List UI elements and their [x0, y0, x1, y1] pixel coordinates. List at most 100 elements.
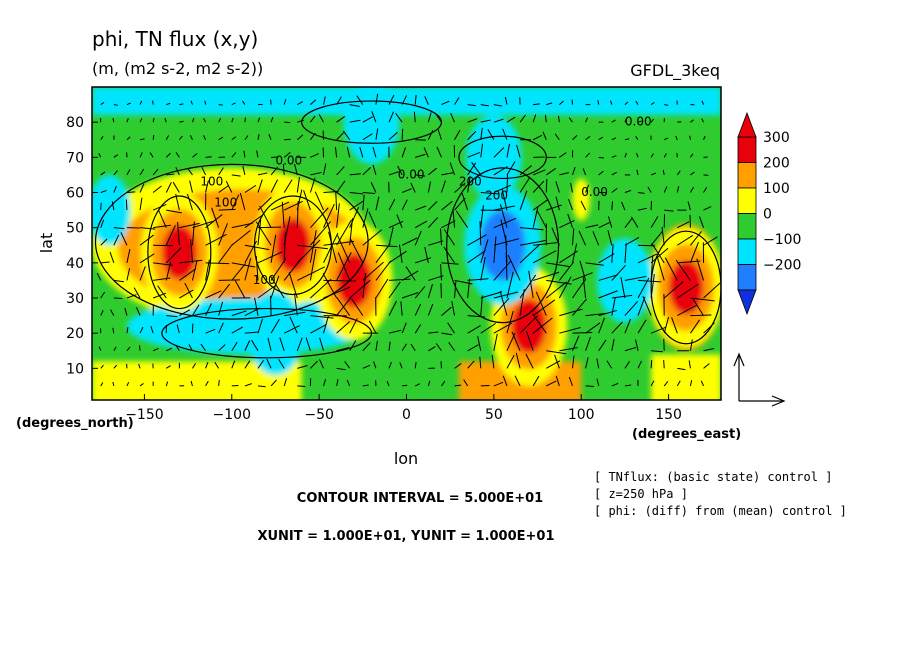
flux-vector [677, 234, 694, 246]
flux-vector [427, 303, 434, 316]
flux-vector [611, 119, 616, 123]
flux-vector [205, 380, 209, 387]
flux-vector [525, 353, 534, 369]
flux-vector [270, 166, 279, 176]
flux-vector [401, 147, 406, 158]
flux-vector [344, 361, 351, 369]
flux-vector [231, 262, 256, 268]
flux-vector [532, 250, 557, 264]
flux-vector [441, 100, 450, 106]
contour-label: 200 [459, 174, 482, 188]
flux-vector [126, 381, 130, 387]
flux-vector [480, 291, 503, 299]
flux-vector [611, 294, 633, 299]
flux-vector [388, 226, 394, 246]
flux-vector [370, 182, 377, 193]
flux-vector [179, 103, 184, 106]
flux-vector [124, 307, 128, 316]
flux-vector [624, 361, 630, 369]
flux-vector [493, 381, 504, 387]
flux-vector [650, 255, 654, 281]
flux-vector [555, 181, 560, 193]
flux-vector [559, 152, 567, 158]
flux-vector [218, 208, 236, 211]
flux-vector [244, 331, 259, 334]
flux-vector [546, 380, 557, 387]
flux-vector [166, 315, 178, 318]
flux-vector [165, 225, 176, 246]
flux-vector [585, 313, 606, 317]
flux-vector [356, 95, 364, 105]
flux-vector [480, 295, 483, 316]
flux-vector [400, 301, 403, 316]
flux-vector [336, 321, 351, 334]
flux-vector [542, 131, 547, 140]
flux-vector [596, 378, 600, 387]
flux-vector [428, 167, 438, 176]
flux-vector [690, 314, 712, 317]
flux-vector [296, 134, 304, 141]
flux-vector [204, 100, 207, 105]
flux-vector [675, 135, 678, 140]
flux-vector [100, 171, 106, 176]
flux-vector [624, 152, 627, 158]
flux-vector [502, 128, 508, 140]
flux-vector [677, 367, 686, 371]
flux-vector [703, 322, 715, 334]
flux-vector [415, 174, 426, 177]
flux-vector [611, 321, 623, 334]
flux-vector [152, 203, 167, 211]
flux-vector [166, 347, 173, 352]
flux-vector [201, 166, 207, 176]
flux-vector [441, 380, 446, 387]
flux-vector [175, 167, 180, 176]
flux-vector [305, 337, 311, 351]
flux-vector [585, 224, 599, 229]
flux-vector [200, 343, 206, 352]
flux-vector [388, 300, 397, 316]
flux-vector [493, 333, 498, 351]
flux-vector [336, 347, 350, 352]
flux-vector [532, 375, 540, 387]
flux-vector [703, 363, 710, 369]
flux-vector [165, 365, 171, 369]
flux-vector [239, 192, 246, 211]
flux-vector [663, 316, 670, 334]
flux-vector [328, 231, 338, 263]
flux-vector [650, 101, 655, 106]
flux-vector [388, 341, 391, 351]
field-region [92, 174, 131, 246]
flux-vector [296, 337, 303, 351]
x-tick-label: −150 [125, 407, 163, 423]
flux-vector [126, 248, 131, 263]
flux-vector [493, 297, 510, 316]
flux-vector [398, 244, 403, 263]
contour-label: 100 [253, 273, 276, 287]
flux-vector [572, 335, 580, 351]
flux-vector [677, 260, 701, 264]
flux-vector [257, 385, 266, 388]
flux-vector [663, 380, 669, 387]
flux-vector [493, 236, 497, 263]
flux-vector [467, 131, 477, 141]
flux-vector [337, 235, 351, 264]
flux-vector [491, 354, 495, 369]
flux-vector [606, 360, 613, 369]
flux-vector [190, 100, 193, 105]
flux-vector [443, 246, 455, 264]
flux-vector [637, 279, 662, 283]
flux-vector [113, 234, 120, 246]
flux-vector [231, 360, 236, 369]
flux-vector [157, 285, 167, 299]
flux-vector [244, 258, 252, 281]
flux-vector [692, 298, 704, 316]
flux-vector [427, 200, 438, 211]
flux-vector [555, 375, 560, 387]
model-label: GFDL_3keq [630, 61, 720, 81]
flux-vector [480, 104, 489, 107]
flux-vector [559, 100, 564, 105]
flux-vector [493, 104, 502, 107]
flux-vector [309, 230, 317, 263]
x-tick-label: 50 [485, 407, 503, 423]
flux-vector [624, 101, 629, 105]
